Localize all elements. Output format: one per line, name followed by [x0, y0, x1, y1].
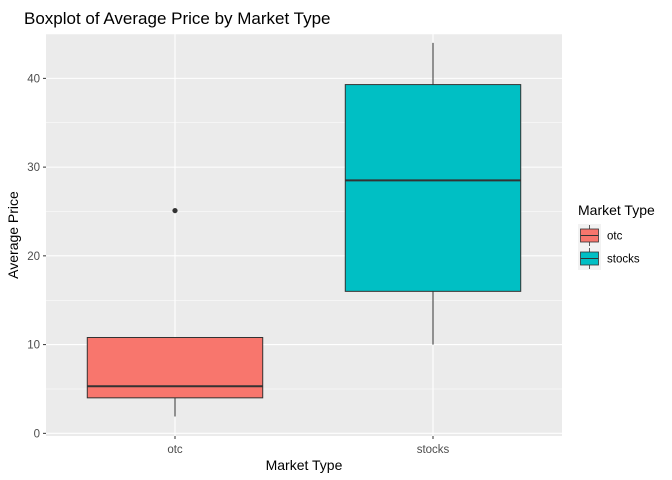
box-stocks — [344, 42, 522, 345]
y-tick-label: 30 — [27, 162, 40, 174]
box-otc — [86, 207, 264, 417]
box-body — [86, 336, 264, 399]
y-tick-label: 20 — [27, 251, 40, 263]
y-tick-label: 0 — [34, 428, 40, 440]
outlier-point — [172, 207, 178, 214]
x-tick-label: otc — [167, 444, 183, 456]
box-body — [344, 84, 522, 292]
y-axis-ticks: 0 10 20 30 40 — [27, 73, 46, 440]
chart-title: Boxplot of Average Price by Market Type — [24, 9, 330, 28]
legend-label: otc — [607, 231, 623, 243]
x-axis-ticks: otc stocks — [167, 436, 450, 456]
legend-title: Market Type — [578, 202, 655, 218]
y-tick-label: 10 — [27, 340, 40, 352]
legend-label: stocks — [607, 254, 640, 266]
boxes-layer — [86, 42, 522, 417]
legend-item-stocks: stocks — [578, 247, 640, 270]
x-axis-title: Market Type — [266, 457, 343, 473]
x-tick-label: stocks — [417, 444, 450, 456]
y-tick-label: 40 — [27, 73, 40, 85]
legend-item-otc: otc — [578, 224, 623, 247]
legend: Market Type otc stocks — [578, 202, 655, 270]
y-axis-title: Average Price — [5, 191, 21, 279]
